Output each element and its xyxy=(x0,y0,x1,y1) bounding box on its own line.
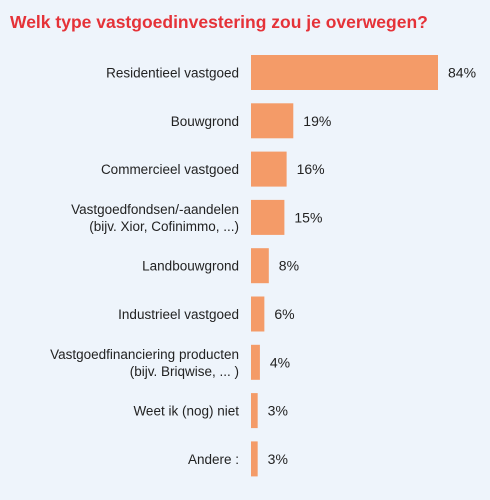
bar-6 xyxy=(251,344,260,380)
value-label-6: 4% xyxy=(270,354,290,370)
bar-4 xyxy=(251,248,269,284)
bar-0 xyxy=(251,55,438,90)
category-label-2: Commercieel vastgoed xyxy=(101,162,239,177)
bar-1 xyxy=(251,103,294,139)
bar-2 xyxy=(251,151,287,187)
category-label-8: Andere : xyxy=(188,452,239,467)
category-label-3-line-0: Vastgoedfondsen/-aandelen xyxy=(71,202,239,217)
value-label-2: 16% xyxy=(297,161,325,177)
value-label-1: 19% xyxy=(303,113,331,129)
value-label-3: 15% xyxy=(294,209,322,225)
value-label-7: 3% xyxy=(268,403,288,419)
value-label-4: 8% xyxy=(279,258,299,274)
category-label-4: Landbouwgrond xyxy=(142,259,239,274)
value-label-5: 6% xyxy=(274,306,294,322)
category-label-6-line-0: Vastgoedfinanciering producten xyxy=(50,347,239,362)
category-label-1: Bouwgrond xyxy=(171,114,239,129)
category-label-6-line-1: (bijv. Briqwise, ... ) xyxy=(130,364,239,379)
bar-8 xyxy=(251,441,258,477)
category-label-3-line-1: (bijv. Xior, Cofinimmo, ...) xyxy=(89,219,239,234)
bar-7 xyxy=(251,393,258,429)
category-label-7: Weet ik (nog) niet xyxy=(133,404,239,419)
value-label-8: 3% xyxy=(268,451,288,467)
bar-3 xyxy=(251,199,285,235)
chart-title: Welk type vastgoedinvestering zou je ove… xyxy=(10,12,428,32)
category-label-0: Residentieel vastgoed xyxy=(106,66,239,81)
bar-5 xyxy=(251,296,265,332)
category-label-5: Industrieel vastgoed xyxy=(118,307,239,322)
value-label-0: 84% xyxy=(448,65,476,81)
